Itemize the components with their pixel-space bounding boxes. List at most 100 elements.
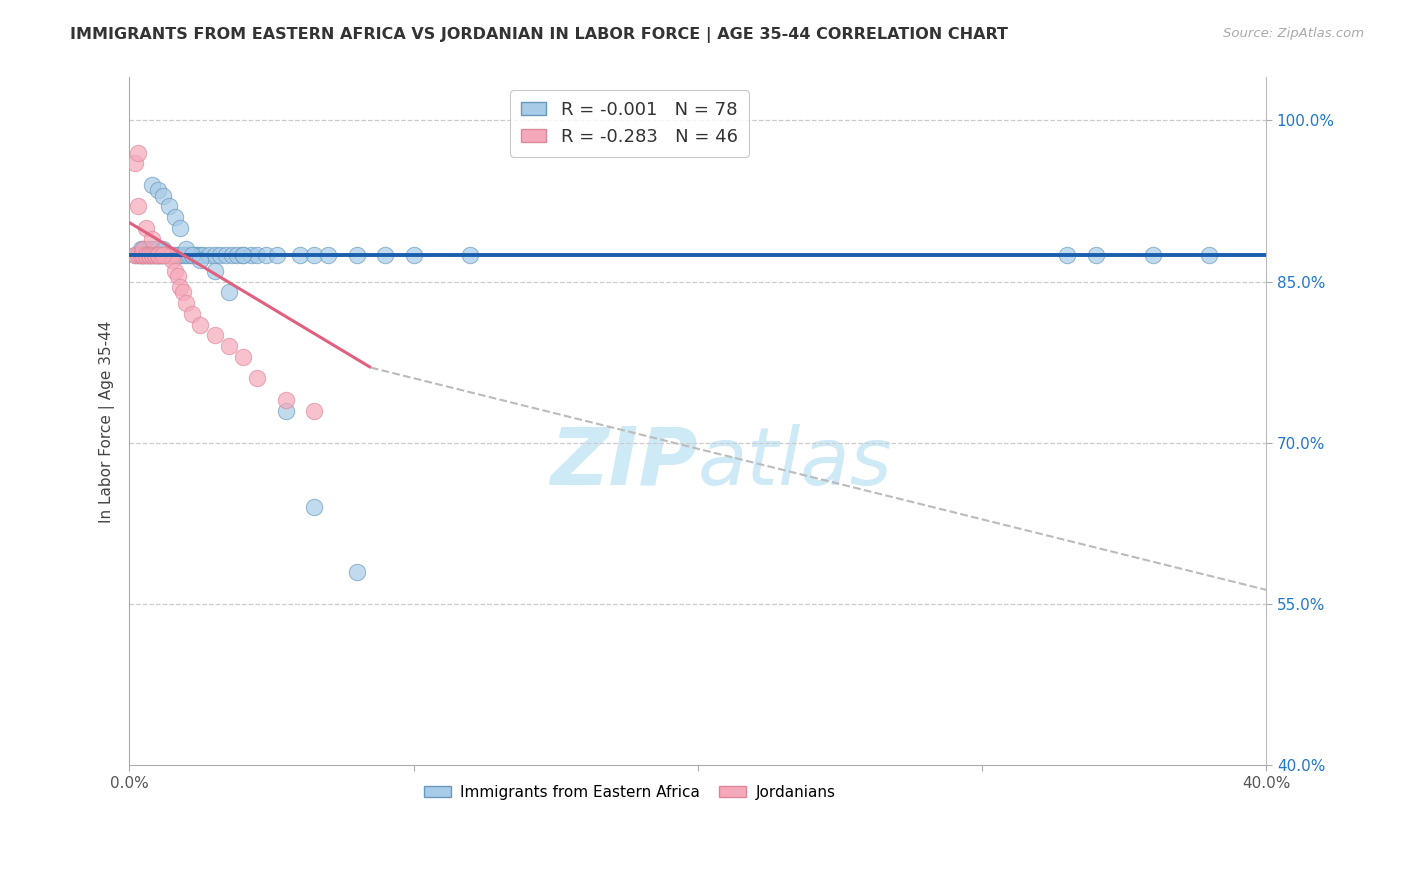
Point	[132, 248, 155, 262]
Point	[135, 248, 157, 262]
Point	[402, 248, 425, 262]
Point	[129, 248, 152, 262]
Point	[135, 243, 157, 257]
Point	[163, 210, 186, 224]
Point	[157, 199, 180, 213]
Point	[274, 403, 297, 417]
Point	[266, 248, 288, 262]
Point	[1084, 248, 1107, 262]
Point	[274, 392, 297, 407]
Point	[129, 248, 152, 262]
Point	[135, 248, 157, 262]
Point	[302, 500, 325, 515]
Point	[124, 156, 146, 170]
Point	[302, 403, 325, 417]
Point	[174, 243, 197, 257]
Point	[166, 248, 188, 262]
Point	[138, 248, 160, 262]
Point	[143, 248, 166, 262]
Point	[143, 248, 166, 262]
Point	[143, 248, 166, 262]
Point	[138, 243, 160, 257]
Point	[183, 248, 205, 262]
Point	[141, 178, 163, 192]
Point	[132, 243, 155, 257]
Text: Source: ZipAtlas.com: Source: ZipAtlas.com	[1223, 27, 1364, 40]
Point	[146, 248, 169, 262]
Point	[146, 243, 169, 257]
Point	[132, 248, 155, 262]
Point	[138, 248, 160, 262]
Point	[174, 248, 197, 262]
Point	[141, 248, 163, 262]
Point	[157, 248, 180, 262]
Point	[155, 248, 177, 262]
Point	[132, 248, 155, 262]
Point	[146, 248, 169, 262]
Y-axis label: In Labor Force | Age 35-44: In Labor Force | Age 35-44	[100, 320, 115, 523]
Point	[157, 248, 180, 262]
Point	[135, 248, 157, 262]
Point	[149, 248, 172, 262]
Point	[149, 248, 172, 262]
Point	[169, 248, 191, 262]
Point	[152, 243, 174, 257]
Point	[288, 248, 311, 262]
Point	[169, 220, 191, 235]
Point	[188, 248, 211, 262]
Point	[218, 285, 240, 300]
Point	[143, 248, 166, 262]
Point	[129, 243, 152, 257]
Point	[160, 253, 183, 268]
Point	[141, 248, 163, 262]
Point	[146, 248, 169, 262]
Point	[152, 188, 174, 202]
Point	[146, 248, 169, 262]
Point	[177, 248, 200, 262]
Point	[374, 248, 396, 262]
Point	[316, 248, 339, 262]
Point	[135, 220, 157, 235]
Point	[172, 248, 194, 262]
Point	[138, 248, 160, 262]
Text: atlas: atlas	[697, 424, 893, 501]
Point	[152, 248, 174, 262]
Point	[221, 248, 243, 262]
Point	[180, 248, 202, 262]
Point	[204, 264, 226, 278]
Point	[160, 248, 183, 262]
Point	[174, 296, 197, 310]
Point	[135, 248, 157, 262]
Point	[169, 280, 191, 294]
Point	[127, 199, 149, 213]
Point	[180, 307, 202, 321]
Point	[163, 248, 186, 262]
Text: ZIP: ZIP	[550, 424, 697, 501]
Point	[1056, 248, 1078, 262]
Point	[127, 145, 149, 160]
Point	[302, 248, 325, 262]
Point	[204, 248, 226, 262]
Point	[180, 248, 202, 262]
Point	[132, 248, 155, 262]
Point	[204, 328, 226, 343]
Point	[172, 285, 194, 300]
Point	[152, 248, 174, 262]
Point	[127, 248, 149, 262]
Point	[246, 371, 269, 385]
Point	[218, 339, 240, 353]
Point	[1198, 248, 1220, 262]
Point	[215, 248, 238, 262]
Point	[232, 350, 254, 364]
Point	[132, 243, 155, 257]
Point	[186, 248, 208, 262]
Point	[209, 248, 232, 262]
Point	[460, 248, 482, 262]
Point	[155, 248, 177, 262]
Point	[254, 248, 277, 262]
Point	[232, 248, 254, 262]
Point	[191, 248, 214, 262]
Point	[346, 248, 368, 262]
Point	[157, 248, 180, 262]
Point	[155, 248, 177, 262]
